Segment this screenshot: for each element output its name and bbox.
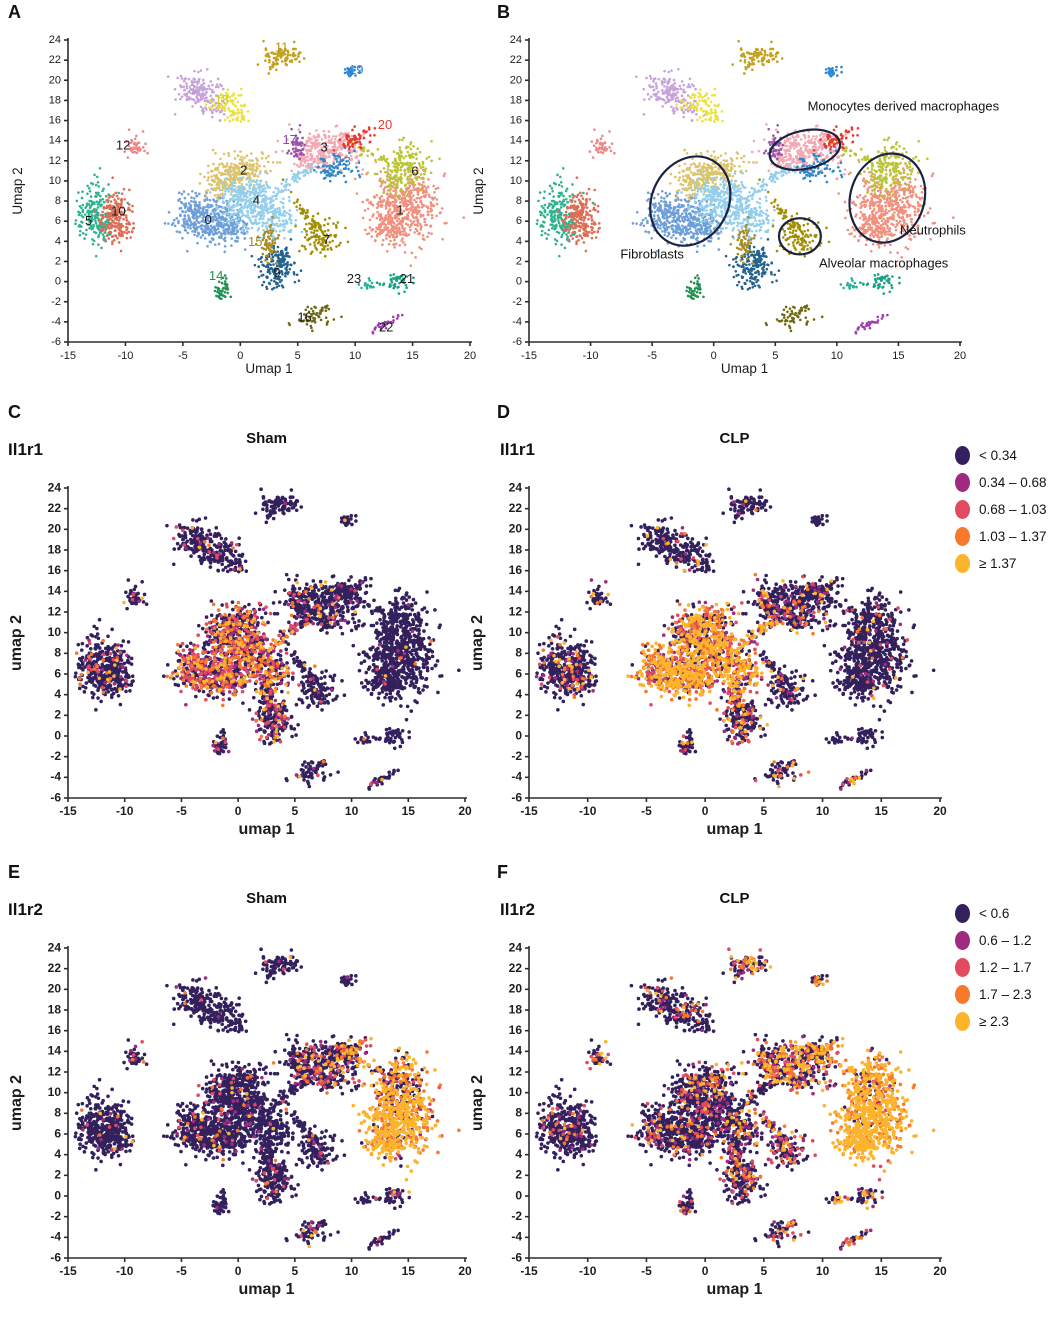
umap-annotated-plot-canvas xyxy=(470,0,1059,398)
panel-letter-c: C xyxy=(8,402,21,422)
legend-label: ≥ 1.37 xyxy=(979,556,1017,571)
panel-letter-f: F xyxy=(497,862,508,882)
legend-swatch xyxy=(955,904,970,923)
condition-title-clp: CLP xyxy=(719,430,750,447)
il1r1-expression-legend: < 0.34 0.34 – 0.68 0.68 – 1.03 1.03 – 1.37 ≥… xyxy=(955,442,1047,577)
legend-label: ≥ 2.3 xyxy=(979,1014,1009,1029)
condition-title-sham: Sham xyxy=(246,430,287,447)
legend-item: 0.68 – 1.03 xyxy=(955,496,1047,523)
legend-swatch xyxy=(955,527,970,546)
legend-label: 1.7 – 2.3 xyxy=(979,987,1032,1002)
legend-label: 1.03 – 1.37 xyxy=(979,529,1047,544)
panel-e-il1r2-sham: E Il1r2 Sham xyxy=(0,860,490,1320)
panel-b-umap-annotated: B Monocytes derived macrophages Fibrobla… xyxy=(470,0,1059,398)
panel-letter-d: D xyxy=(497,402,510,422)
panel-letter-b: B xyxy=(497,2,510,22)
gene-label-il1r2: Il1r2 xyxy=(8,900,43,919)
legend-swatch xyxy=(955,554,970,573)
il1r2-expression-legend: < 0.6 0.6 – 1.2 1.2 – 1.7 1.7 – 2.3 ≥ 2.3 xyxy=(955,900,1032,1035)
legend-item: 1.2 – 1.7 xyxy=(955,954,1032,981)
annotation-fibroblasts: Fibroblasts xyxy=(620,246,684,262)
legend-item: ≥ 1.37 xyxy=(955,550,1047,577)
legend-swatch xyxy=(955,985,970,1004)
gene-label-il1r2: Il1r2 xyxy=(500,900,535,919)
gene-label-il1r1: Il1r1 xyxy=(500,440,535,459)
legend-label: < 0.34 xyxy=(979,448,1017,463)
condition-title-clp: CLP xyxy=(719,890,750,907)
legend-label: 0.34 – 0.68 xyxy=(979,475,1047,490)
legend-swatch xyxy=(955,931,970,950)
legend-item: 1.03 – 1.37 xyxy=(955,523,1047,550)
legend-swatch xyxy=(955,446,970,465)
legend-item: ≥ 2.3 xyxy=(955,1008,1032,1035)
panel-f-il1r2-clp: F Il1r2 CLP < 0.6 0.6 – 1.2 1.2 – 1.7 1.7 –… xyxy=(470,860,1059,1320)
legend-label: < 0.6 xyxy=(979,906,1010,921)
panel-c-il1r1-sham: C Il1r1 Sham xyxy=(0,400,490,855)
panel-letter-a: A xyxy=(8,2,21,22)
gene-label-il1r1: Il1r1 xyxy=(8,440,43,459)
legend-label: 1.2 – 1.7 xyxy=(979,960,1032,975)
panel-letter-e: E xyxy=(8,862,21,882)
panel-a-umap-clusters: A xyxy=(0,0,490,398)
legend-item: < 0.6 xyxy=(955,900,1032,927)
legend-item: 0.6 – 1.2 xyxy=(955,927,1032,954)
legend-label: 0.68 – 1.03 xyxy=(979,502,1047,517)
condition-title-sham: Sham xyxy=(246,890,287,907)
annotation-monocytes-derived-macrophages: Monocytes derived macrophages xyxy=(807,98,1000,114)
il1r1-sham-plot-canvas xyxy=(0,400,490,855)
annotation-alveolar-macrophages: Alveolar macrophages xyxy=(818,255,949,271)
legend-item: < 0.34 xyxy=(955,442,1047,469)
il1r2-sham-plot-canvas xyxy=(0,860,490,1320)
legend-swatch xyxy=(955,958,970,977)
legend-item: 1.7 – 2.3 xyxy=(955,981,1032,1008)
legend-label: 0.6 – 1.2 xyxy=(979,933,1032,948)
legend-swatch xyxy=(955,473,970,492)
legend-item: 0.34 – 0.68 xyxy=(955,469,1047,496)
legend-swatch xyxy=(955,1012,970,1031)
annotation-neutrophils: Neutrophils xyxy=(900,222,966,238)
umap-clusters-plot-canvas xyxy=(0,0,490,398)
panel-d-il1r1-clp: D Il1r1 CLP < 0.34 0.34 – 0.68 0.68 – 1.03… xyxy=(470,400,1059,855)
legend-swatch xyxy=(955,500,970,519)
